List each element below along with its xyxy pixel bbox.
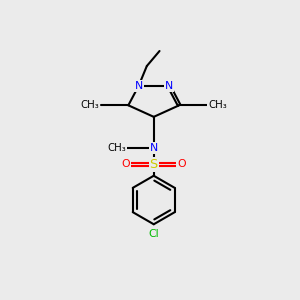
Text: CH₃: CH₃: [208, 100, 227, 110]
Text: N: N: [135, 81, 143, 91]
Text: CH₃: CH₃: [107, 143, 126, 153]
Text: S: S: [150, 158, 158, 171]
Text: O: O: [177, 159, 186, 169]
Text: O: O: [122, 159, 130, 169]
Text: Cl: Cl: [148, 229, 159, 238]
Text: CH₃: CH₃: [81, 100, 100, 110]
Text: N: N: [165, 81, 173, 91]
Text: N: N: [150, 143, 158, 153]
